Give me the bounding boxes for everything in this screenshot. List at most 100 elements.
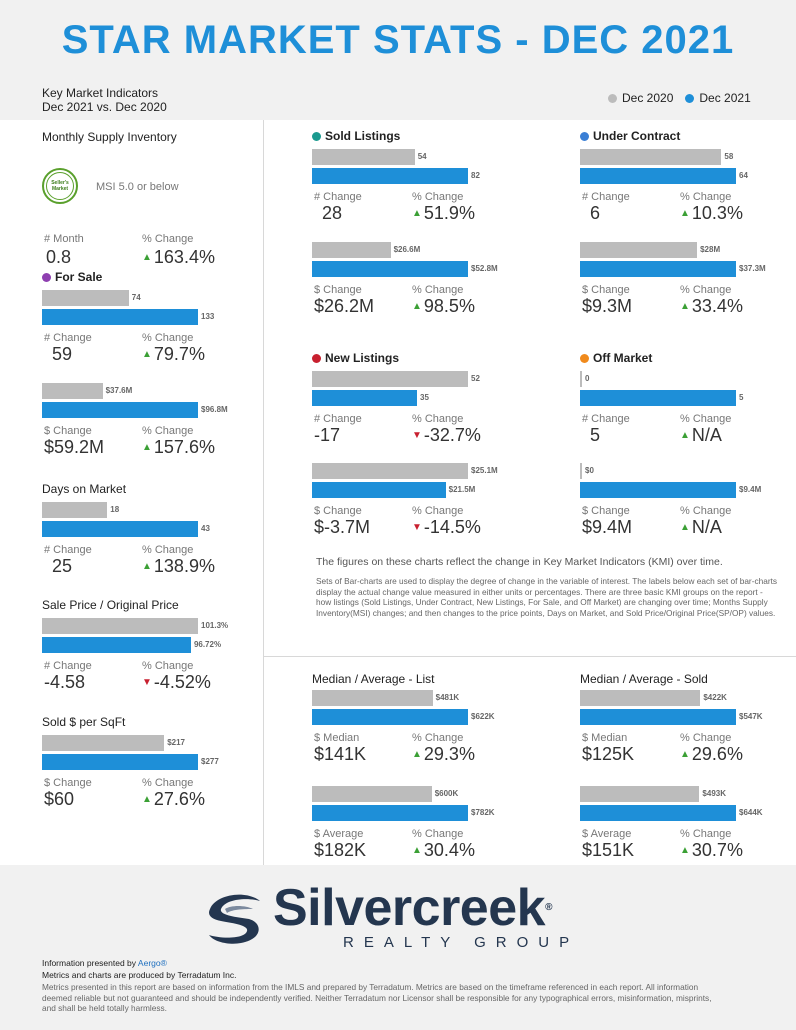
sold_count-bar-label-2020: 54	[417, 152, 427, 161]
sold_per_sqft-bar-label-2020: $217	[167, 738, 185, 747]
logo-name-text: Silvercreek	[273, 879, 546, 937]
sold_median-change-value: $125K	[582, 744, 635, 764]
list_median-pct-text: 29.3%	[423, 744, 475, 764]
sold_median-bar-label-2021: $547K	[739, 712, 763, 721]
stats-panel: Monthly Supply Inventory Seller's Market…	[0, 120, 796, 865]
sold_per_sqft-change-value: $60	[44, 789, 75, 809]
legend-swatch-2020	[608, 93, 617, 103]
sold_count-bar-2020	[312, 149, 415, 165]
sale_price_ratio-title: Sale Price / Original Price	[42, 598, 179, 612]
for_sale_volume-pct-label: % Change	[142, 425, 194, 437]
uc_count-bar-label-2020: 58	[724, 152, 734, 161]
for_sale_volume-bar-label-2021: $96.8M	[201, 405, 228, 414]
sold_median-pct-text: 29.6%	[691, 744, 743, 764]
new_volume-pct-text: -14.5%	[423, 517, 481, 537]
uc_volume-bar-2021	[580, 261, 736, 277]
off_count-change-label: # Change	[582, 413, 630, 425]
off_volume-bar-label-2021: $9.4M	[739, 485, 762, 494]
new_count-change-label: # Change	[314, 413, 362, 425]
up-arrow-icon: ▲	[412, 845, 422, 856]
list_average-change-value: $182K	[314, 840, 367, 860]
off_volume-bar-2021	[580, 482, 736, 498]
off_volume-change-value: $9.4M	[582, 517, 633, 537]
sold_median-bar-2020	[580, 690, 701, 706]
sold_volume-pct-text: 98.5%	[423, 296, 475, 316]
explanation-text: Sets of Bar-charts are used to display t…	[316, 576, 778, 618]
days_on_market-bar-2021	[42, 521, 198, 537]
off_count-title: Off Market	[580, 351, 652, 365]
list_median-pct-value: ▲ 29.3%	[412, 744, 475, 765]
up-arrow-icon: ▲	[412, 208, 422, 219]
for_sale_volume-bar-2020	[42, 383, 103, 399]
msi-change-value: 0.8	[46, 247, 72, 267]
uc_count-title: Under Contract	[580, 129, 680, 143]
page-title: STAR MARKET STATS - DEC 2021	[61, 18, 735, 62]
off_volume-bar-label-2020: $0	[585, 466, 594, 475]
list_median-bar-2021	[312, 709, 468, 725]
uc_volume-change-label: $ Change	[582, 284, 630, 296]
up-arrow-icon: ▲	[142, 349, 152, 360]
uc_count-change-label: # Change	[582, 191, 630, 203]
uc_volume-pct-value: ▲ 33.4%	[680, 296, 743, 317]
sold_count-bar-2021	[312, 168, 468, 184]
new_volume-bar-2021	[312, 482, 446, 498]
sold_count-change-label: # Change	[314, 191, 362, 203]
days_on_market-title: Days on Market	[42, 482, 126, 496]
legend-label-2021: Dec 2021	[699, 91, 751, 105]
off_count-bar-label-2020: 0	[585, 374, 590, 383]
for_sale_count-bar-label-2021: 133	[201, 312, 215, 321]
off_count-pct-text: N/A	[691, 425, 722, 445]
sale_price_ratio-title-text: Sale Price / Original Price	[42, 598, 179, 612]
sale_price_ratio-change-value: -4.58	[44, 672, 86, 692]
off_volume-bar-2020	[580, 463, 582, 479]
down-arrow-icon: ▼	[142, 677, 152, 688]
up-arrow-icon: ▲	[142, 252, 152, 263]
off_count-pct-value: ▲ N/A	[680, 425, 722, 446]
off_count-title-text: Off Market	[593, 351, 653, 365]
new_volume-bar-label-2020: $25.1M	[471, 466, 498, 475]
aergo-link[interactable]: Aergo®	[137, 958, 167, 968]
up-arrow-icon: ▲	[142, 442, 152, 453]
sold_per_sqft-pct-value: ▲ 27.6%	[142, 789, 205, 810]
sold_median-bar-2021	[580, 709, 736, 725]
new_count-title: New Listings	[312, 351, 399, 365]
list_median-bar-2020	[312, 690, 433, 706]
uc_count-bar-label-2021: 64	[739, 171, 748, 180]
for_sale_count-change-label: # Change	[44, 332, 92, 344]
msi-note: MSI 5.0 or below	[96, 181, 179, 193]
sale_price_ratio-pct-label: % Change	[142, 660, 194, 672]
sold_count-pct-value: ▲ 51.9%	[412, 203, 475, 224]
for_sale_volume-pct-text: 157.6%	[153, 437, 215, 457]
vertical-divider	[263, 120, 264, 865]
sold_volume-bar-label-2020: $26.6M	[393, 245, 421, 254]
days_on_market-title-text: Days on Market	[42, 482, 127, 496]
off_volume-pct-text: N/A	[691, 517, 722, 537]
new_count-bar-label-2020: 52	[471, 374, 480, 383]
kmi-heading-line1: Key Market Indicators	[42, 86, 159, 100]
for_sale_count-bar-2020	[42, 290, 129, 306]
sold_per_sqft-title: Sold $ per SqFt	[42, 715, 125, 729]
up-arrow-icon: ▲	[680, 749, 690, 760]
sold_per_sqft-bar-label-2021: $277	[201, 757, 219, 766]
uc_volume-pct-text: 33.4%	[691, 296, 743, 316]
msi-pct-text: 163.4%	[153, 247, 215, 267]
sold_average-pct-label: % Change	[680, 828, 732, 840]
logo-subtitle: REALTY GROUP	[343, 934, 580, 951]
new_volume-bar-label-2021: $21.5M	[448, 485, 476, 494]
days_on_market-bar-2020	[42, 502, 108, 518]
sold_count-title: Sold Listings	[312, 129, 400, 143]
silvercreek-s-icon	[209, 894, 260, 944]
sale_price_ratio-bar-2021	[42, 637, 191, 653]
sold_median-pct-label: % Change	[680, 732, 732, 744]
for_sale_volume-bar-2021	[42, 402, 198, 418]
new_volume-pct-label: % Change	[412, 505, 464, 517]
new_count-pct-label: % Change	[412, 413, 464, 425]
for_sale_count-change-value: 59	[52, 344, 73, 364]
sold_volume-bar-2021	[312, 261, 468, 277]
for_sale_count-bar-label-2020: 74	[131, 293, 141, 302]
list_average-change-label: $ Average	[314, 828, 364, 840]
days_on_market-pct-label: % Change	[142, 544, 194, 556]
legend-swatch-2021	[685, 93, 695, 103]
horizontal-divider	[264, 656, 796, 657]
sold_average-change-label: $ Average	[582, 828, 632, 840]
